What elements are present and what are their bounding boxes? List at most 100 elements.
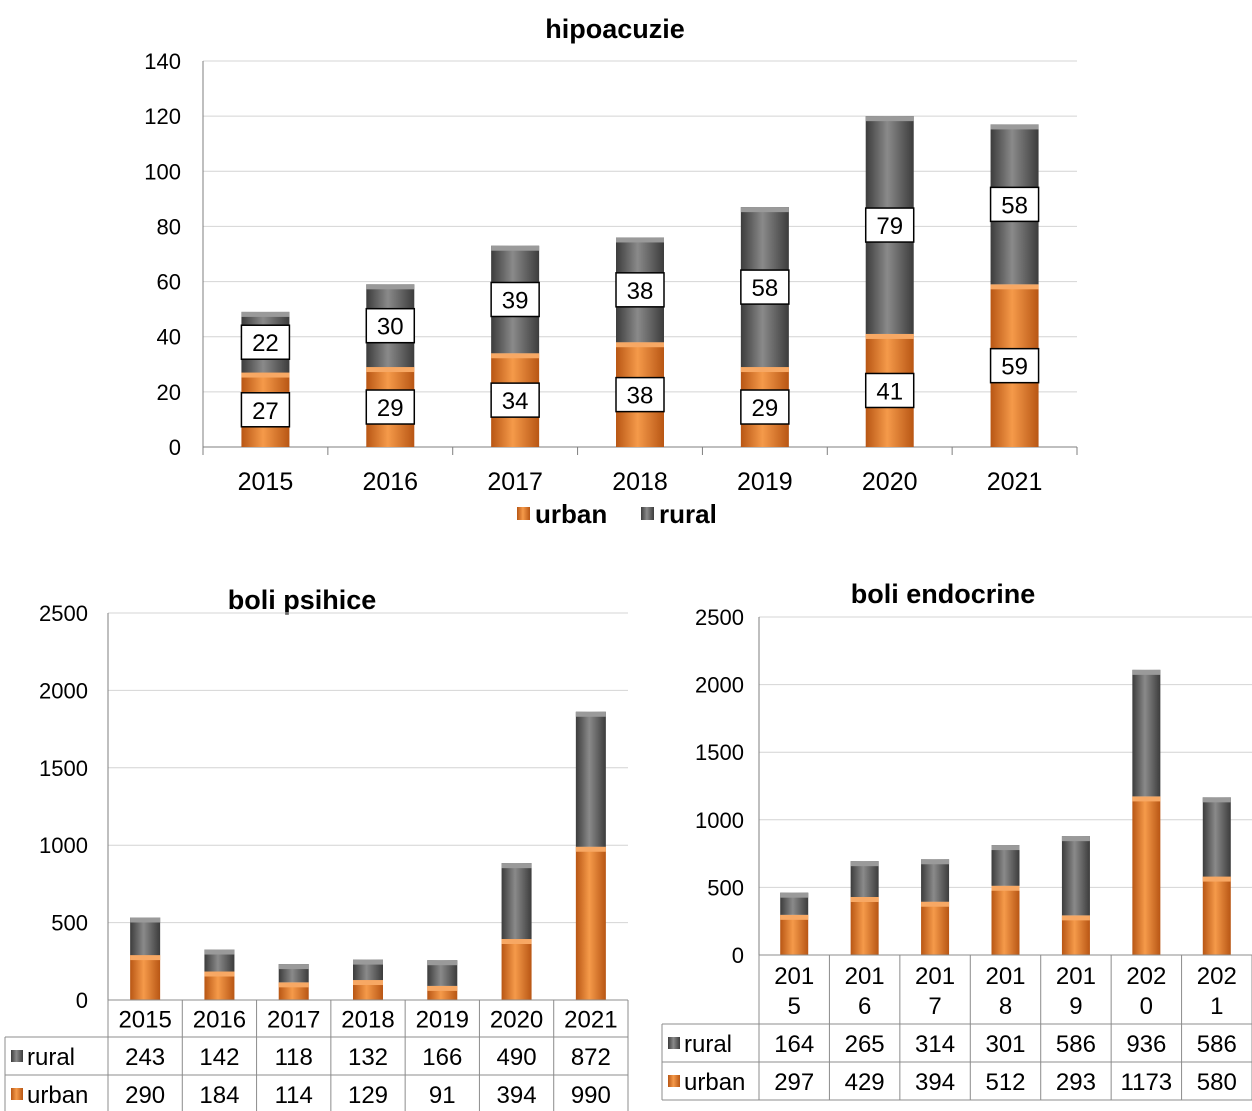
bar-cap-urban bbox=[241, 372, 290, 378]
table-cell: 490 bbox=[497, 1044, 537, 1071]
bar-urban bbox=[780, 914, 809, 955]
bar-rural bbox=[130, 917, 161, 956]
table-cell: 164 bbox=[774, 1031, 814, 1058]
bar-cap-rural bbox=[780, 892, 809, 898]
x-tick-label: 2018 bbox=[612, 468, 668, 496]
data-label: 27 bbox=[252, 398, 279, 425]
bar-urban bbox=[1061, 915, 1090, 955]
x-tick-label: 2017 bbox=[487, 468, 543, 496]
y-tick-label: 1000 bbox=[695, 808, 744, 833]
bar-cap-rural bbox=[204, 949, 235, 955]
data-label-box bbox=[740, 389, 790, 425]
bar-urban bbox=[921, 901, 950, 955]
table-cell: 297 bbox=[774, 1069, 814, 1096]
legend-label-rural: rural bbox=[659, 499, 717, 529]
table-cell: 314 bbox=[915, 1031, 955, 1058]
x-tick-label: 2019 bbox=[737, 468, 793, 496]
table-header-cell: 2019 bbox=[416, 1007, 469, 1034]
data-label-box bbox=[365, 307, 416, 344]
bar-cap-rural bbox=[1061, 836, 1090, 842]
y-tick-label: 0 bbox=[76, 988, 88, 1013]
table-cell: 293 bbox=[1056, 1069, 1096, 1096]
bar-cap-rural bbox=[501, 863, 532, 869]
bar-cap-rural bbox=[130, 917, 161, 923]
bar-cap-urban bbox=[501, 939, 532, 945]
bar-rural bbox=[1061, 836, 1090, 916]
boli-psihice-chart: boli psihice 0 500 1000 1500 2000 2500 2015 2016… bbox=[4, 585, 629, 1111]
bar-cap-rural bbox=[241, 311, 290, 317]
table-cell: 290 bbox=[125, 1082, 165, 1109]
data-label: 41 bbox=[876, 378, 903, 405]
data-label-box bbox=[240, 324, 291, 360]
y-tick-label: 100 bbox=[144, 159, 181, 184]
bar-cap-rural bbox=[991, 845, 1020, 851]
bar-cap-urban bbox=[740, 367, 789, 373]
data-label-box bbox=[864, 207, 915, 243]
legend-swatch-urban bbox=[517, 507, 530, 520]
bar-cap-urban bbox=[130, 955, 161, 961]
bar-cap-urban bbox=[1202, 876, 1231, 882]
y-tick-label: 2000 bbox=[39, 678, 88, 703]
y-tick-label: 2000 bbox=[695, 673, 744, 698]
bar-cap-rural bbox=[990, 124, 1039, 130]
table-header-cell: 2018 bbox=[341, 1007, 394, 1034]
data-label-box bbox=[989, 347, 1040, 384]
bar-cap-urban bbox=[575, 846, 606, 852]
table-cell: 990 bbox=[571, 1082, 611, 1109]
table-cell: 872 bbox=[571, 1044, 611, 1071]
table-cell: 586 bbox=[1197, 1031, 1237, 1058]
chart-title: boli psihice bbox=[228, 585, 377, 615]
bar-urban bbox=[991, 885, 1020, 955]
table-cell: 91 bbox=[429, 1082, 456, 1109]
table-header-cell: 2016 bbox=[193, 1007, 246, 1034]
data-label-box bbox=[615, 272, 665, 308]
bar-cap-urban bbox=[850, 896, 879, 902]
y-tick-label: 0 bbox=[169, 435, 181, 460]
table-cell: 429 bbox=[845, 1069, 885, 1096]
table-row-label-urban: urban bbox=[27, 1082, 88, 1109]
data-label-box bbox=[989, 186, 1040, 223]
data-label-box bbox=[490, 281, 540, 318]
bar-urban bbox=[575, 846, 606, 1000]
bar-rural bbox=[921, 859, 950, 902]
table-cell: 132 bbox=[348, 1044, 388, 1071]
table-header-cell: 2017 bbox=[267, 1007, 320, 1034]
data-label: 58 bbox=[752, 275, 779, 302]
table-cell: 142 bbox=[199, 1044, 239, 1071]
y-tick-label: 80 bbox=[157, 214, 181, 239]
bar-cap-urban bbox=[204, 971, 235, 977]
hipoacuzie-chart: hipoacuzie 0 20 40 60 80 100 120 140 2015 27 22 2016… bbox=[144, 14, 1078, 529]
legend-swatch-rural bbox=[641, 507, 654, 520]
bar-cap-rural bbox=[921, 859, 950, 865]
y-tick-label: 1000 bbox=[39, 833, 88, 858]
y-tick-label: 0 bbox=[732, 943, 744, 968]
table-row-label-rural: rural bbox=[684, 1031, 732, 1058]
y-tick-label: 2500 bbox=[695, 605, 744, 630]
bar-cap-rural bbox=[491, 245, 540, 251]
legend-label-urban: urban bbox=[535, 499, 607, 529]
table-header-cell: 2015 bbox=[118, 1007, 171, 1034]
table-header-cell: 2020 bbox=[490, 1007, 543, 1034]
table-row-label-rural: rural bbox=[27, 1044, 75, 1071]
data-label-box bbox=[240, 392, 291, 428]
data-label: 79 bbox=[876, 213, 903, 240]
y-tick-label: 60 bbox=[157, 270, 181, 295]
x-tick-label: 2020 bbox=[862, 468, 918, 496]
table-cell: 118 bbox=[275, 1044, 313, 1071]
y-tick-label: 2500 bbox=[39, 601, 88, 626]
bar-cap-rural bbox=[616, 237, 664, 243]
data-label: 59 bbox=[1001, 354, 1028, 381]
bar-cap-urban bbox=[990, 284, 1039, 290]
bar-cap-urban bbox=[491, 353, 540, 359]
bar-rural bbox=[353, 959, 383, 981]
data-label-box bbox=[615, 376, 665, 413]
table-cell: 586 bbox=[1056, 1031, 1096, 1058]
bar-cap-rural bbox=[865, 116, 914, 122]
bar-urban bbox=[1202, 876, 1231, 955]
bar-cap-urban bbox=[353, 980, 383, 986]
data-label-box bbox=[490, 382, 540, 418]
